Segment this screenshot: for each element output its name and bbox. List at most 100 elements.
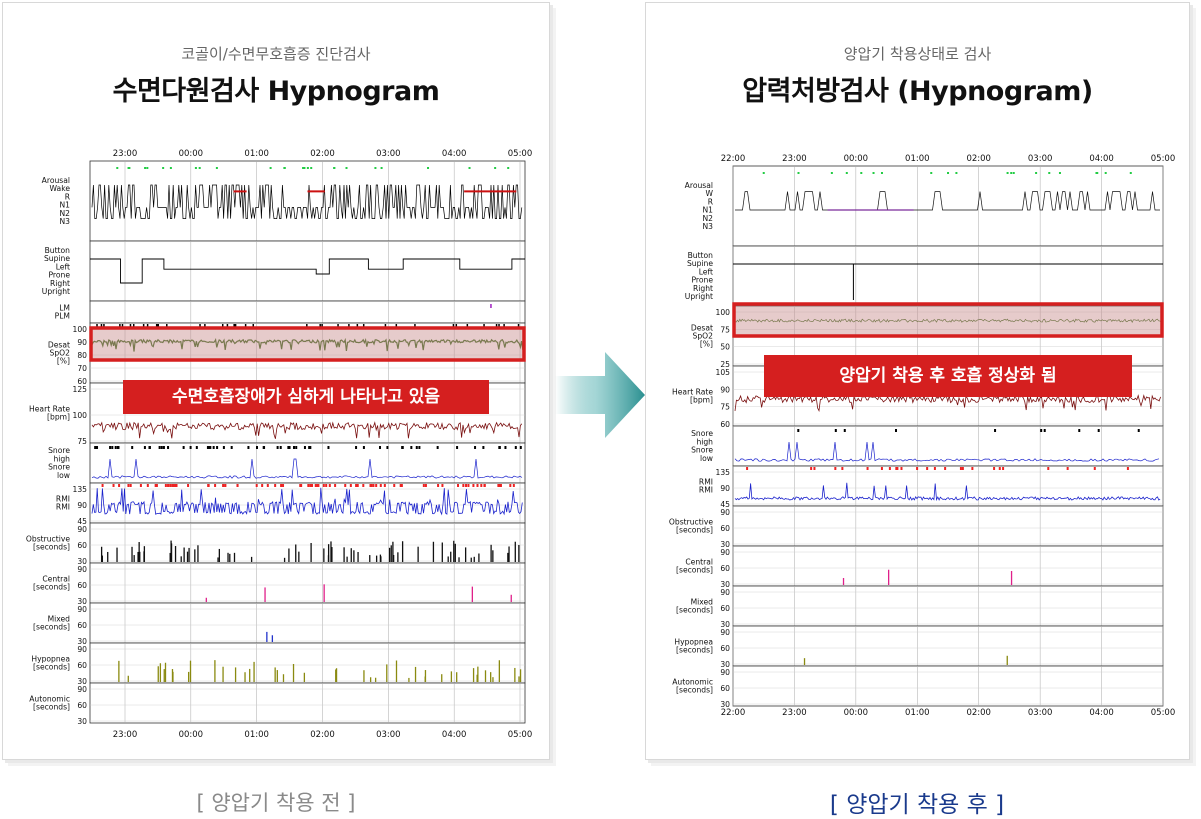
desat-mark [384,324,387,327]
axis-tick-hr: 105 [716,368,731,377]
time-tick-top: 22:00 [721,154,746,164]
time-tick-bottom: 23:00 [113,730,138,740]
axis-tick-hypopnea: 60 [77,661,87,670]
snore-high-mark [834,429,837,432]
leg-movement-mark [490,304,492,308]
snore-high-mark [456,446,459,449]
right-title: 압력처방검사 (Hypnogram) [742,76,1093,107]
channel-frame-spo2 [89,322,526,384]
rmi-event-mark [169,484,172,487]
arousal-mark [302,167,305,169]
axis-tick-central: 90 [720,548,730,557]
hypopnea-event-bar [164,662,167,682]
hypopnea-event-bar [189,660,192,682]
axis-tick-rmi: 45 [720,500,730,509]
channel-label-snore: high [696,437,713,446]
snore-high-mark [514,446,517,449]
desat-mark [319,324,321,327]
time-tick-top: 23:00 [782,154,807,164]
channel-frame-mixed [732,585,1164,627]
snore-high-mark [143,446,146,449]
desat-mark [395,324,398,327]
rmi-event-mark [328,484,331,487]
desat-mark [142,324,145,327]
rmi-event-mark [171,484,174,487]
channel-frame-mixed [89,602,526,644]
arousal-mark [955,172,958,174]
hypopnea-event-bar [374,677,377,682]
channel-label-snore: Snore [691,429,713,438]
snore-high-mark [474,446,477,449]
snore-high-mark [894,429,897,432]
hypopnea-event-bar [386,664,388,682]
obstructive-event-bar [194,549,196,562]
channel-frame-obstructive [732,505,1164,547]
obstructive-event-bar [174,546,177,562]
rmi-event-mark [236,484,239,487]
rmi-event-mark [214,484,217,487]
obstructive-event-bar [288,548,290,562]
snore-high-mark [308,446,311,449]
desat-mark [166,324,168,327]
snore-high-mark [262,446,265,449]
rmi-event-mark [1126,467,1129,470]
arousal-mark [146,167,149,169]
snore-high-mark [1137,429,1140,432]
desat-mark [221,324,224,327]
obstructive-event-bar [454,543,456,562]
channel-label-position: Upright [42,287,70,296]
spo2-trace [91,337,524,352]
rmi-event-mark [1093,467,1096,470]
left-chart-svg: 23:00 23:00 00:00 00:00 01:00 01:00 02:00 02:00… [26,149,532,740]
arousal-mark [345,167,348,169]
rmi-event-mark [399,484,402,487]
arousal-mark [283,167,286,169]
arousal-mark [198,167,201,169]
rmi-event-mark [362,484,365,487]
arousal-mark [872,172,875,174]
rmi-trace [734,482,1161,502]
obstructive-event-bar [447,556,449,562]
rmi-event-mark [465,484,468,487]
arousal-mark [310,167,313,169]
desat-mark [348,324,350,327]
arousal-mark [1058,172,1061,174]
time-tick-top: 05:00 [1151,154,1176,164]
channel-label-snore: low [700,454,713,463]
time-tick-bottom: 04:00 [442,730,467,740]
snore-high-mark [94,446,97,449]
axis-tick-hypopnea: 30 [77,677,87,686]
central-event-bar [887,569,890,585]
rmi-event-mark [971,467,974,470]
channel-frame-rmi [732,465,1164,507]
hypopnea-event-bar [303,672,306,682]
channel-label-position: Left [699,267,713,276]
arousal-mark [1129,172,1132,174]
obstructive-event-bar [143,546,146,562]
axis-tick-central: 60 [77,581,87,590]
obstructive-event-bar [508,546,510,562]
desat-mark [226,324,229,327]
rmi-event-mark [101,484,104,487]
arousal-mark [494,167,497,169]
obstructive-event-bar [397,552,399,562]
obstructive-event-bar [183,547,185,562]
desat-mark [244,324,247,327]
snore-high-mark [287,446,290,449]
channel-label-spo2: SpO2 [50,348,71,357]
hypopnea-event-bar [253,661,255,682]
axis-tick-spo2: 70 [77,364,87,373]
channel-label-mixed: Mixed [691,597,714,606]
channel-label-stage: R [708,197,714,206]
axis-tick-spo2: 75 [720,325,730,334]
desat-mark [100,324,103,327]
arousal-mark [1104,172,1107,174]
obstructive-event-bar [346,556,348,562]
snore-high-mark [994,429,997,432]
rmi-event-mark [375,484,378,487]
left-subtitle: 코골이/수면무호흡증 진단검사 [181,45,371,63]
arrow-right-icon [555,352,645,442]
axis-tick-central: 90 [77,565,87,574]
desat-mark [495,324,498,327]
channel-label-position: Prone [691,276,713,285]
